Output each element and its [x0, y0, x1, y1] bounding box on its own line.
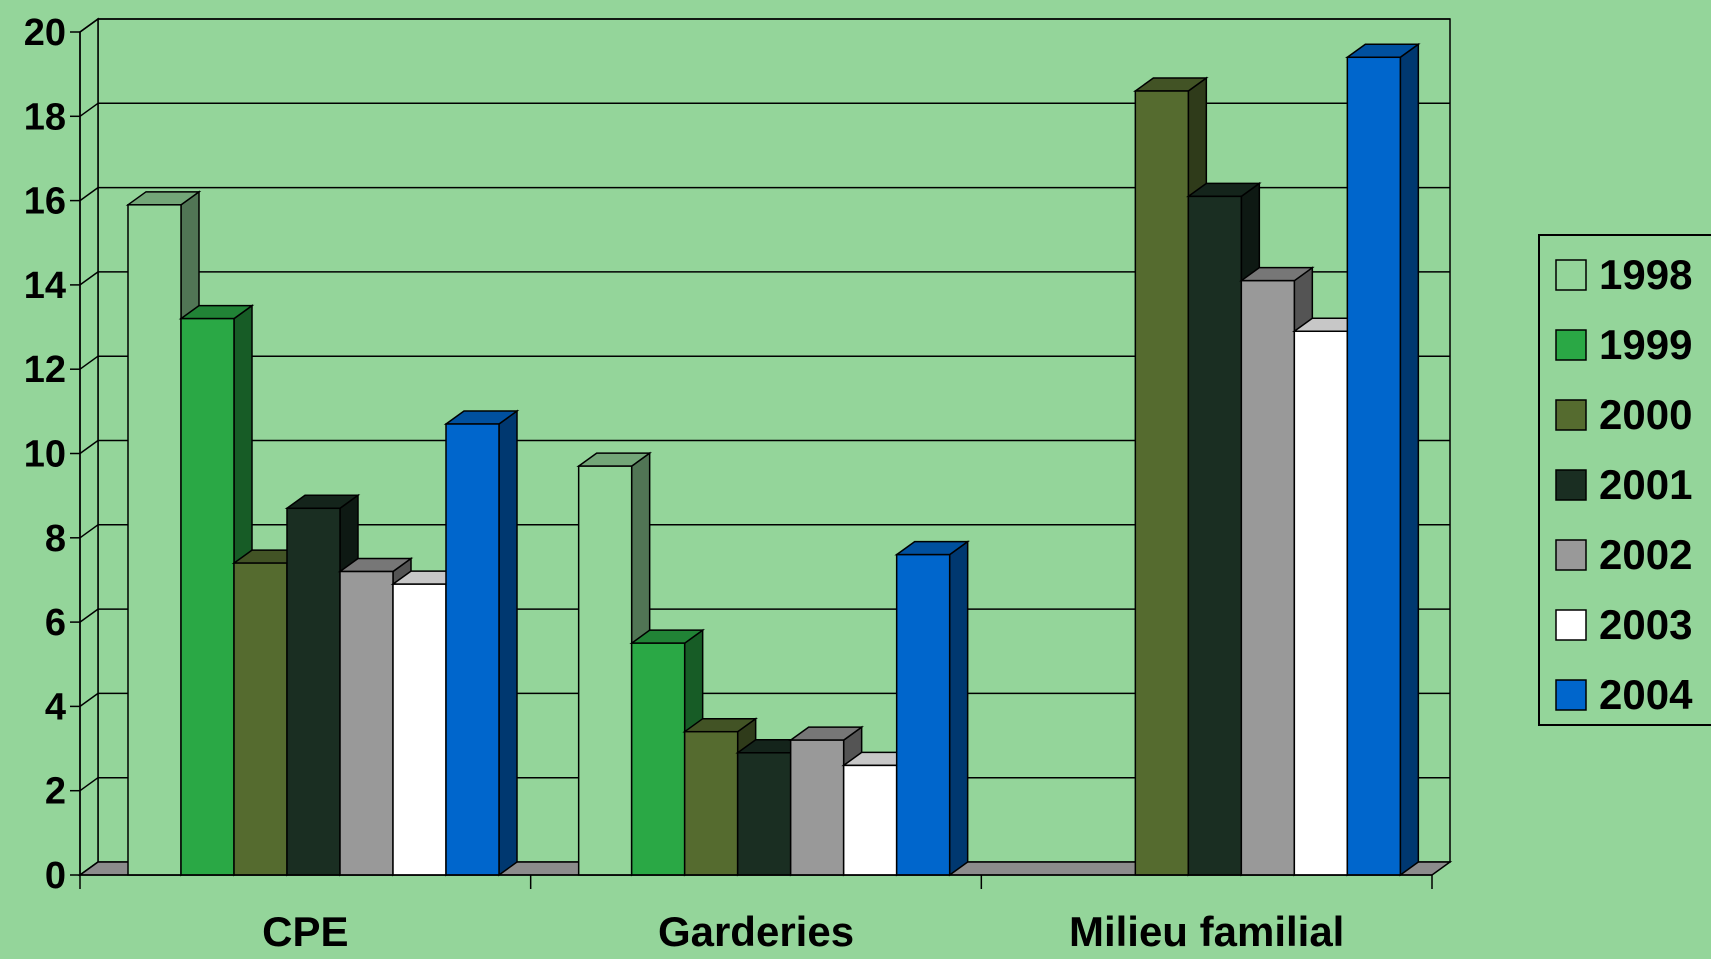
x-tick-label: Milieu familial: [1069, 908, 1344, 954]
bar-front: [1187, 195, 1243, 876]
y-tick-label: 12: [24, 349, 66, 391]
legend: 1998 1999 2000 2001 2002 2003 2004: [1538, 234, 1711, 726]
bar-front: [1293, 330, 1349, 876]
bar-side: [1399, 42, 1420, 877]
gridline-depth: [79, 524, 99, 539]
y-tick-label: 4: [45, 686, 66, 728]
legend-label: 2002: [1599, 531, 1692, 578]
gridline-depth: [79, 186, 99, 202]
bar-front: [233, 562, 288, 876]
bar-front: [630, 642, 686, 876]
bar-front: [180, 317, 235, 876]
bar-front: [736, 752, 792, 876]
x-tick-label: Garderies: [658, 908, 854, 954]
legend-swatch: [1555, 399, 1587, 431]
bar-front: [577, 465, 633, 876]
bar-side: [948, 540, 969, 877]
gridline-depth: [79, 102, 99, 117]
gridline-depth: [79, 439, 99, 455]
y-tick-label: 16: [24, 181, 66, 223]
bar-front: [1240, 279, 1296, 876]
bar-front: [1134, 90, 1190, 876]
gridline-depth: [79, 355, 99, 370]
y-tick-label: 14: [24, 265, 66, 307]
bar-front: [339, 570, 394, 876]
legend-label: 2003: [1599, 601, 1692, 648]
y-tick-label: 18: [24, 96, 66, 138]
legend-label: 2004: [1599, 671, 1693, 718]
bar-front: [286, 507, 341, 876]
y-tick-label: 2: [45, 771, 66, 813]
bar-side: [498, 409, 518, 877]
bar: [894, 540, 970, 877]
legend-label: 1999: [1599, 321, 1692, 368]
bar: [576, 451, 652, 877]
gridline-depth: [79, 777, 99, 792]
bar: [178, 304, 255, 877]
bar-front: [445, 423, 500, 876]
y-tick-label: 10: [24, 434, 66, 476]
bar-front: [127, 204, 182, 876]
legend-swatch: [1555, 609, 1587, 641]
legend-swatch: [1555, 329, 1587, 361]
y-tick-label: 8: [45, 518, 66, 560]
legend-label: 1998: [1599, 251, 1692, 298]
legend-swatch: [1555, 539, 1587, 571]
axes: 0 2 4 6 8 10 12 14 16 18 20 CPE Garderies Milieu fami…: [24, 12, 1433, 955]
legend-swatch: [1555, 469, 1587, 501]
bars: [125, 42, 1421, 877]
bar-front: [895, 553, 951, 876]
x-tick-label: CPE: [262, 908, 348, 954]
bar-front: [683, 730, 739, 876]
bar: [443, 409, 520, 877]
y-tick-label: 20: [24, 12, 66, 54]
bar: [1345, 42, 1421, 877]
legend-label: 2001: [1599, 461, 1692, 508]
bar-front: [842, 764, 898, 876]
gridline-depth: [79, 18, 99, 33]
gridline-depth: [79, 692, 99, 708]
legend-label: 2000: [1599, 391, 1692, 438]
y-tick-label: 0: [45, 855, 66, 897]
legend-swatch: [1555, 679, 1587, 711]
gridline-depth: [79, 271, 99, 286]
gridline-depth: [79, 608, 99, 623]
bar-front: [392, 583, 447, 876]
bar-front: [789, 739, 845, 876]
y-tick-label: 6: [45, 602, 66, 644]
legend-swatch: [1555, 259, 1587, 291]
bar-front: [1346, 56, 1402, 876]
